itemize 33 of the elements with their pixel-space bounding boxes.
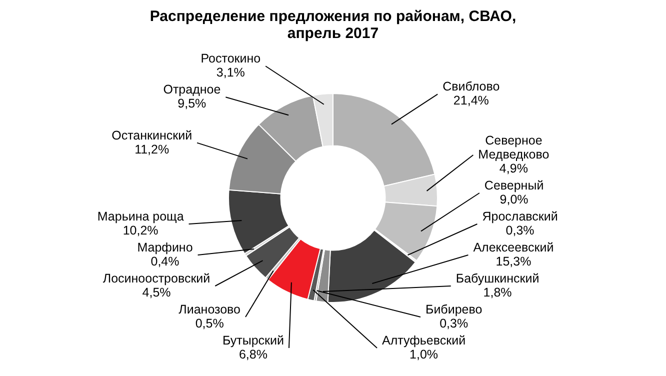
data-label: 11,2% — [134, 142, 170, 156]
data-label: 21,4% — [453, 94, 489, 108]
slice-label: Лосиноостровский — [102, 271, 210, 286]
slice-label: Северное Медведково — [478, 133, 550, 162]
data-label: 4,5% — [142, 285, 171, 300]
slice-label: Северный — [484, 178, 544, 192]
slice-label: Бибирево — [425, 302, 482, 316]
data-label: 0,3% — [506, 223, 534, 238]
data-label: 15,3% — [496, 254, 532, 268]
slice-label: Отрадное — [163, 82, 221, 97]
slice-label: Ростокино — [200, 52, 261, 66]
data-label: 6,8% — [238, 347, 268, 362]
data-label: 0,3% — [440, 316, 468, 330]
data-label: 10,2% — [122, 223, 158, 238]
slice-label: Свиблово — [442, 80, 500, 94]
slice-label: Бутырский — [222, 333, 284, 348]
data-label: 0,5% — [195, 316, 224, 330]
slice-label: Алексеевский — [473, 240, 554, 254]
data-label: 9,5% — [178, 96, 206, 111]
data-label: 9,0% — [500, 192, 528, 206]
slice-label: Бабушкинский — [456, 271, 540, 286]
chart-title: Распределение предложения по районам, СВАО, апрель 2017 — [148, 8, 518, 42]
slice-label: Лианозово — [178, 302, 241, 316]
slice-label: Марфино — [137, 240, 193, 254]
data-label: 4,9% — [499, 161, 528, 176]
slice-label: Останкинский — [112, 128, 192, 142]
slice-label: Марьина роща — [97, 209, 184, 224]
data-label: 0,4% — [150, 254, 180, 268]
slice-label: Алтуфьевский — [382, 333, 466, 348]
data-label: 1,8% — [483, 285, 512, 300]
data-label: 3,1% — [216, 66, 245, 80]
slice-label: Ярославский — [482, 209, 558, 224]
data-label: 1,0% — [410, 347, 438, 362]
